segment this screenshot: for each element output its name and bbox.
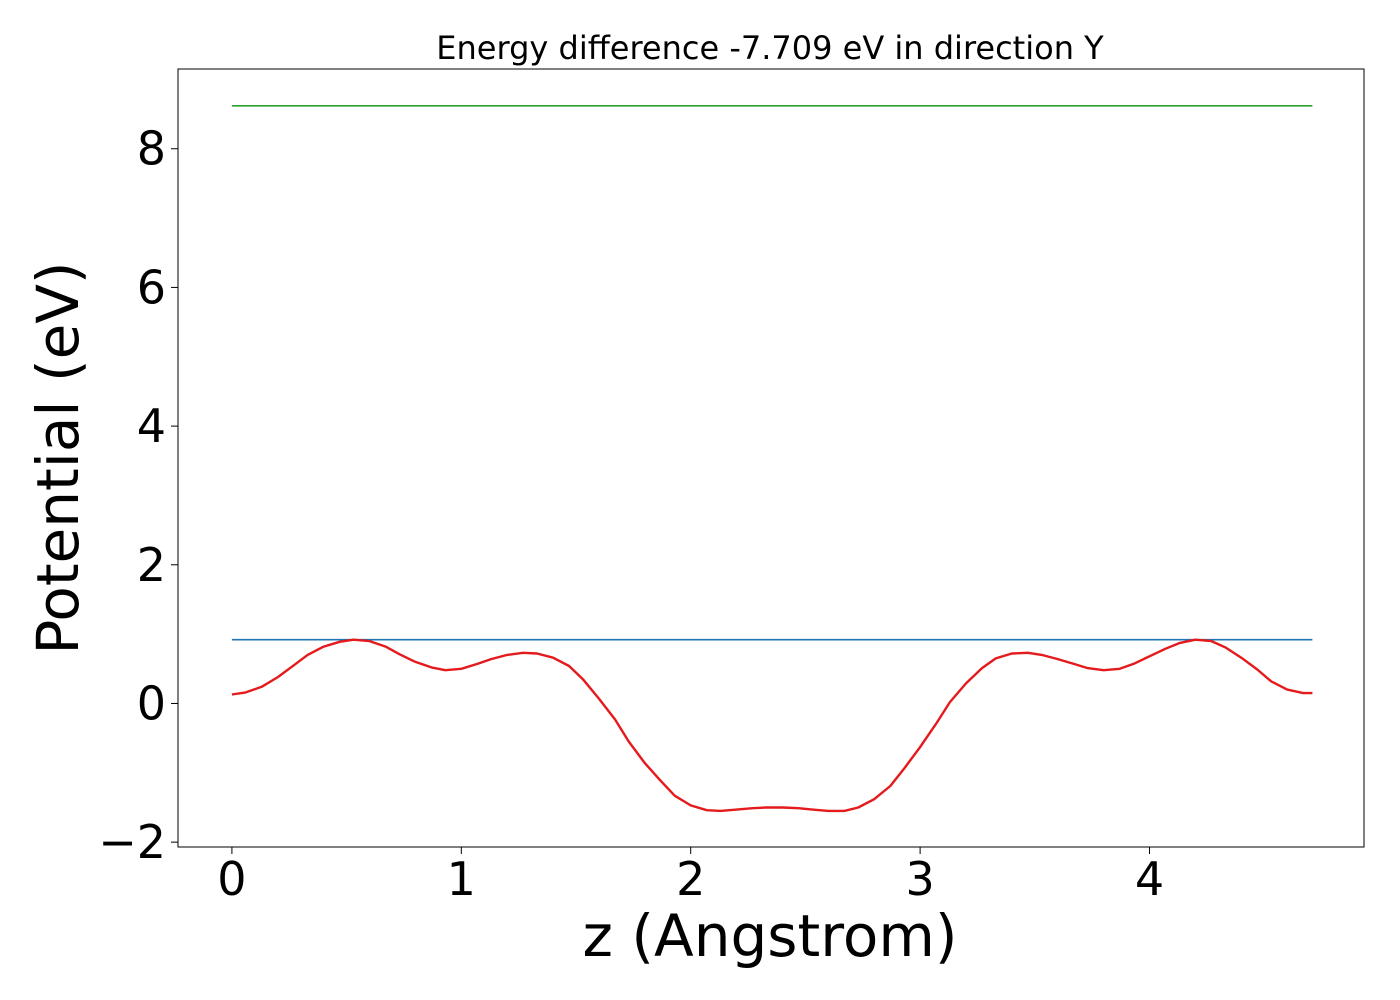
y-axis-label: Potential (eV) (24, 261, 92, 654)
plot-frame (177, 68, 1365, 848)
x-tick-label: 3 (905, 852, 934, 906)
x-tick-label: 4 (1135, 852, 1164, 906)
plot-area (231, 105, 1313, 813)
x-axis-label: z (Angstrom) (583, 902, 958, 970)
y-tick-label: 4 (137, 399, 166, 453)
y-tick-label: 2 (137, 538, 166, 592)
y-axis: −2 0 2 4 6 8 (98, 122, 178, 869)
y-tick-label: 6 (137, 260, 166, 314)
y-tick-label: 0 (137, 676, 166, 730)
chart-title: Energy difference -7.709 eV in direction… (436, 29, 1104, 67)
x-axis: 0 1 2 3 4 (217, 847, 1164, 906)
series-line-3 (231, 638, 1313, 813)
y-tick-label: −2 (98, 815, 166, 869)
x-tick-label: 0 (217, 852, 246, 906)
x-tick-label: 2 (676, 852, 705, 906)
x-tick-label: 1 (447, 852, 476, 906)
y-tick-label: 8 (137, 122, 166, 176)
